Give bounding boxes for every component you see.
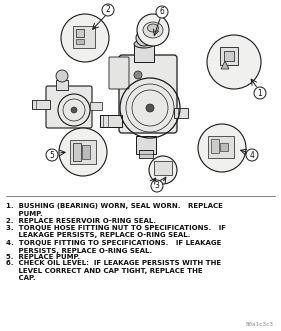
Text: 4: 4 [250, 151, 254, 160]
Bar [220, 143, 228, 151]
Text: 1: 1 [258, 88, 262, 98]
Circle shape [59, 128, 107, 176]
Circle shape [61, 14, 109, 62]
Circle shape [156, 6, 168, 18]
Text: 6: 6 [160, 8, 164, 17]
Polygon shape [221, 61, 229, 69]
Bar [220, 47, 238, 65]
Ellipse shape [134, 40, 154, 48]
Bar [76, 29, 84, 37]
Circle shape [56, 70, 68, 82]
Bar [76, 39, 84, 44]
Bar [154, 161, 172, 175]
Bar [73, 143, 81, 161]
Bar [73, 26, 95, 48]
Bar [82, 145, 90, 159]
Circle shape [149, 156, 177, 184]
Circle shape [246, 149, 258, 161]
Bar [139, 150, 153, 158]
Bar [32, 100, 50, 109]
Text: 6.  CHECK OIL LEVEL:  IF LEAKAGE PERSISTS WITH THE
     LEVEL CORRECT AND CAP TI: 6. CHECK OIL LEVEL: IF LEAKAGE PERSISTS … [6, 260, 221, 281]
Circle shape [254, 87, 266, 99]
Text: 1.  BUSHING (BEARING) WORN, SEAL WORN.   REPLACE
     PUMP.: 1. BUSHING (BEARING) WORN, SEAL WORN. RE… [6, 203, 223, 216]
Circle shape [207, 35, 261, 89]
Bar [208, 136, 234, 158]
Circle shape [146, 104, 154, 112]
Bar [211, 139, 219, 153]
Text: 5: 5 [49, 151, 55, 160]
Bar [134, 44, 154, 62]
FancyBboxPatch shape [119, 55, 177, 133]
Bar [56, 80, 68, 90]
Bar [136, 136, 156, 154]
Text: 5.  REPLACE PUMP.: 5. REPLACE PUMP. [6, 254, 80, 260]
Text: 2: 2 [106, 6, 110, 15]
Circle shape [137, 14, 169, 46]
Circle shape [46, 149, 58, 161]
Ellipse shape [148, 24, 158, 32]
Text: 2.  REPLACE RESERVOIR O-RING SEAL.: 2. REPLACE RESERVOIR O-RING SEAL. [6, 218, 156, 224]
FancyBboxPatch shape [109, 57, 129, 89]
Text: 4.  TORQUE FITTING TO SPECIFICATIONS.   IF LEAKAGE
     PERSISTS, REPLACE O-RING: 4. TORQUE FITTING TO SPECIFICATIONS. IF … [6, 240, 221, 254]
Circle shape [134, 71, 142, 79]
Text: 3: 3 [155, 181, 159, 191]
Circle shape [102, 4, 114, 16]
FancyBboxPatch shape [46, 86, 92, 128]
Bar [224, 51, 234, 61]
Circle shape [71, 107, 77, 113]
Bar [100, 115, 122, 127]
Circle shape [198, 124, 246, 172]
Bar [174, 108, 188, 118]
Bar [90, 102, 102, 110]
Text: 80a1c3c3: 80a1c3c3 [246, 322, 274, 327]
Circle shape [136, 30, 152, 46]
Text: 3.  TORQUE HOSE FITTING NUT TO SPECIFICATIONS.   IF
     LEAKAGE PERSISTS, REPLA: 3. TORQUE HOSE FITTING NUT TO SPECIFICAT… [6, 225, 226, 239]
Ellipse shape [143, 22, 163, 38]
Bar [70, 140, 96, 164]
Circle shape [151, 180, 163, 192]
